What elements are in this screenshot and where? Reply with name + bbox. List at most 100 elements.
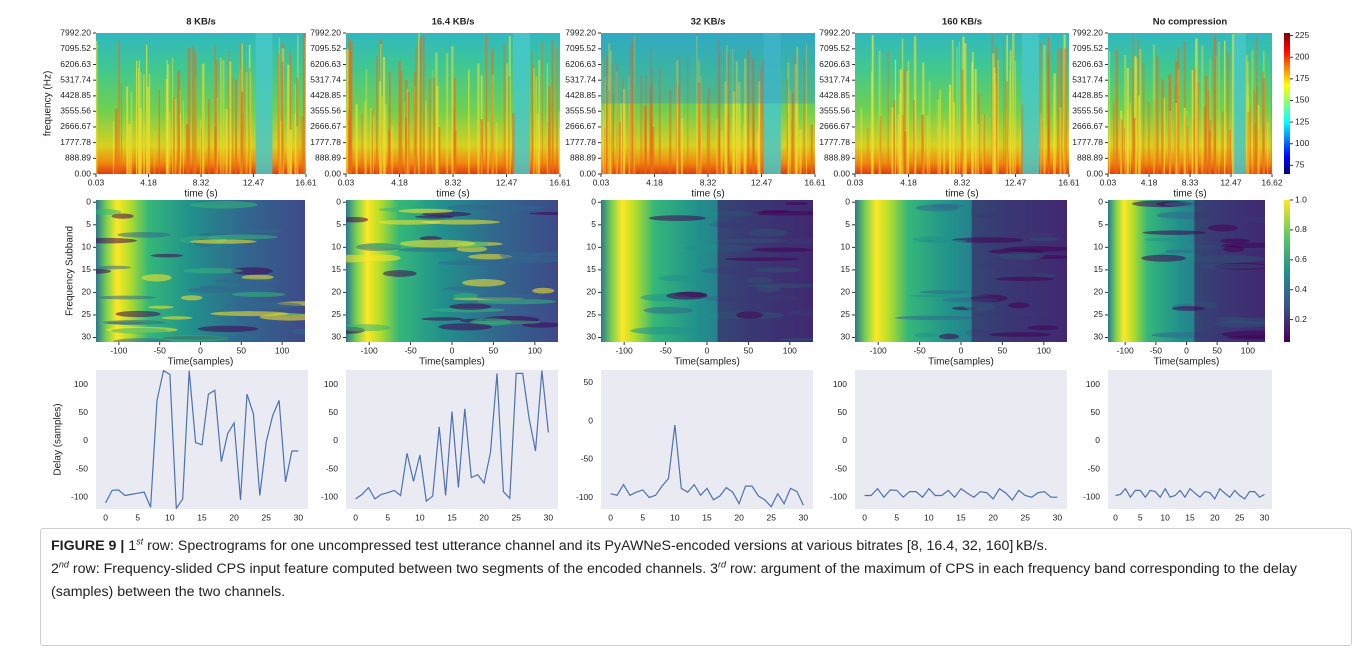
y-tick-label: 10 xyxy=(587,242,597,252)
y-tick-label: 0 xyxy=(588,415,593,425)
spectrogram-texture xyxy=(381,95,383,174)
spectrogram-texture xyxy=(296,126,298,174)
heatmap-texture xyxy=(150,253,183,258)
heatmap-texture xyxy=(231,291,286,297)
spectrogram-texture xyxy=(1020,104,1024,174)
y-tick-label: 100 xyxy=(74,379,88,389)
spectrogram-texture xyxy=(199,119,201,174)
x-tick-label: 30 xyxy=(294,512,304,522)
spectrogram-texture xyxy=(143,126,145,174)
x-tick-label: 25 xyxy=(1021,512,1031,522)
x-tick-label: 12.47 xyxy=(1005,177,1027,187)
y-tick-label: 0 xyxy=(591,197,596,207)
spectrogram-texture xyxy=(422,35,425,174)
spectrogram-texture xyxy=(758,81,761,174)
spectrogram-texture xyxy=(112,121,114,174)
heatmap-texture xyxy=(988,332,1052,337)
y-tick-label: 25 xyxy=(841,309,851,319)
spectrogram-texture xyxy=(735,61,738,174)
spectrogram-texture xyxy=(117,40,120,174)
spectrogram-texture xyxy=(1246,61,1249,174)
spectrogram-texture xyxy=(231,76,234,174)
spectrogram-texture xyxy=(538,60,541,174)
x-axis-label: time (s) xyxy=(436,189,469,200)
y-tick-label: -100 xyxy=(576,492,593,502)
panel-title: 32 KB/s xyxy=(691,17,726,28)
y-tick-label: -100 xyxy=(321,491,338,501)
plot-area xyxy=(346,200,558,342)
heatmap-texture xyxy=(97,295,156,300)
x-tick-label: 0 xyxy=(198,345,203,355)
x-tick-label: 0 xyxy=(353,512,358,522)
x-tick-label: -100 xyxy=(361,345,378,355)
spectrogram-texture xyxy=(921,114,924,174)
heatmap-texture xyxy=(96,268,112,274)
spectrogram-texture xyxy=(1132,36,1134,174)
caption: FIGURE 9 | 1st row: Spectrograms for one… xyxy=(40,528,1352,646)
spectrogram-texture xyxy=(1006,81,1008,174)
spectrogram-texture xyxy=(805,45,808,174)
spectrogram-texture xyxy=(732,91,736,174)
y-tick-label: 20 xyxy=(82,287,92,297)
x-tick-label: 50 xyxy=(998,345,1008,355)
spectrogram-texture xyxy=(1142,62,1145,174)
heatmap-texture xyxy=(115,310,161,318)
spectrogram-texture xyxy=(634,82,636,174)
x-tick-label: 20 xyxy=(479,512,489,522)
y-tick-label: 50 xyxy=(838,407,848,417)
spectrogram-texture xyxy=(669,90,672,174)
y-tick-label: 1777.78 xyxy=(60,137,91,147)
x-tick-label: -50 xyxy=(154,345,167,355)
spectrogram-texture xyxy=(278,37,281,174)
x-tick-label: 100 xyxy=(1241,345,1255,355)
plot-area xyxy=(855,200,1067,342)
spectrogram-texture xyxy=(1229,129,1231,174)
heatmap-texture xyxy=(1164,249,1192,254)
spectrogram-texture xyxy=(531,51,533,174)
spectrogram-texture xyxy=(608,90,610,174)
y-tick-label: 6206.63 xyxy=(819,59,850,69)
spectrogram-texture xyxy=(1123,127,1125,174)
spectrogram-texture xyxy=(404,117,407,174)
heatmap-texture xyxy=(919,290,969,294)
spectrogram-texture xyxy=(138,60,141,174)
spectrogram-texture xyxy=(555,48,558,174)
spectrogram-texture xyxy=(277,53,281,174)
spectrogram-texture xyxy=(177,71,180,174)
y-tick-label: 100 xyxy=(833,379,847,389)
spectrogram-texture xyxy=(453,78,456,174)
spectrogram-texture xyxy=(1132,68,1134,174)
spectrogram-silence xyxy=(1021,33,1040,174)
heatmap-texture xyxy=(529,211,558,216)
heatmap-texture xyxy=(938,333,960,340)
y-tick-label: 100 xyxy=(1086,379,1100,389)
colorbar-tick-label: 100 xyxy=(1295,138,1309,148)
heatmap-texture xyxy=(666,291,708,300)
spectrogram-texture xyxy=(364,101,367,174)
spectrogram-texture xyxy=(214,45,216,174)
y-tick-label: -100 xyxy=(830,491,847,501)
spectrogram-texture xyxy=(1205,75,1208,174)
heatmap-texture xyxy=(751,247,813,253)
y-tick-label: 888.89 xyxy=(315,153,341,163)
spectrogram-texture xyxy=(726,44,728,174)
spectrogram-texture xyxy=(495,122,498,174)
colorbar-tick-label: 1.0 xyxy=(1295,194,1307,204)
caption-text: row: argument of the maximum of CPS in e… xyxy=(51,561,1297,600)
spectrogram-texture xyxy=(508,76,510,174)
spectrogram-texture xyxy=(898,92,902,174)
spectrogram-texture xyxy=(1040,113,1042,174)
spectrogram-texture xyxy=(1053,73,1056,174)
spectrogram-texture xyxy=(928,80,931,174)
spectrogram-texture xyxy=(1203,106,1207,174)
spectrogram-texture xyxy=(681,94,683,174)
x-tick-label: 100 xyxy=(1037,345,1051,355)
spectrogram-texture xyxy=(708,87,711,174)
heatmap-texture xyxy=(942,297,1000,303)
x-tick-label: 8.32 xyxy=(700,177,717,187)
spectrogram-texture xyxy=(1247,111,1250,174)
heatmap-texture xyxy=(377,219,441,225)
x-tick-label: -50 xyxy=(404,345,417,355)
spectrogram-texture xyxy=(680,117,684,174)
